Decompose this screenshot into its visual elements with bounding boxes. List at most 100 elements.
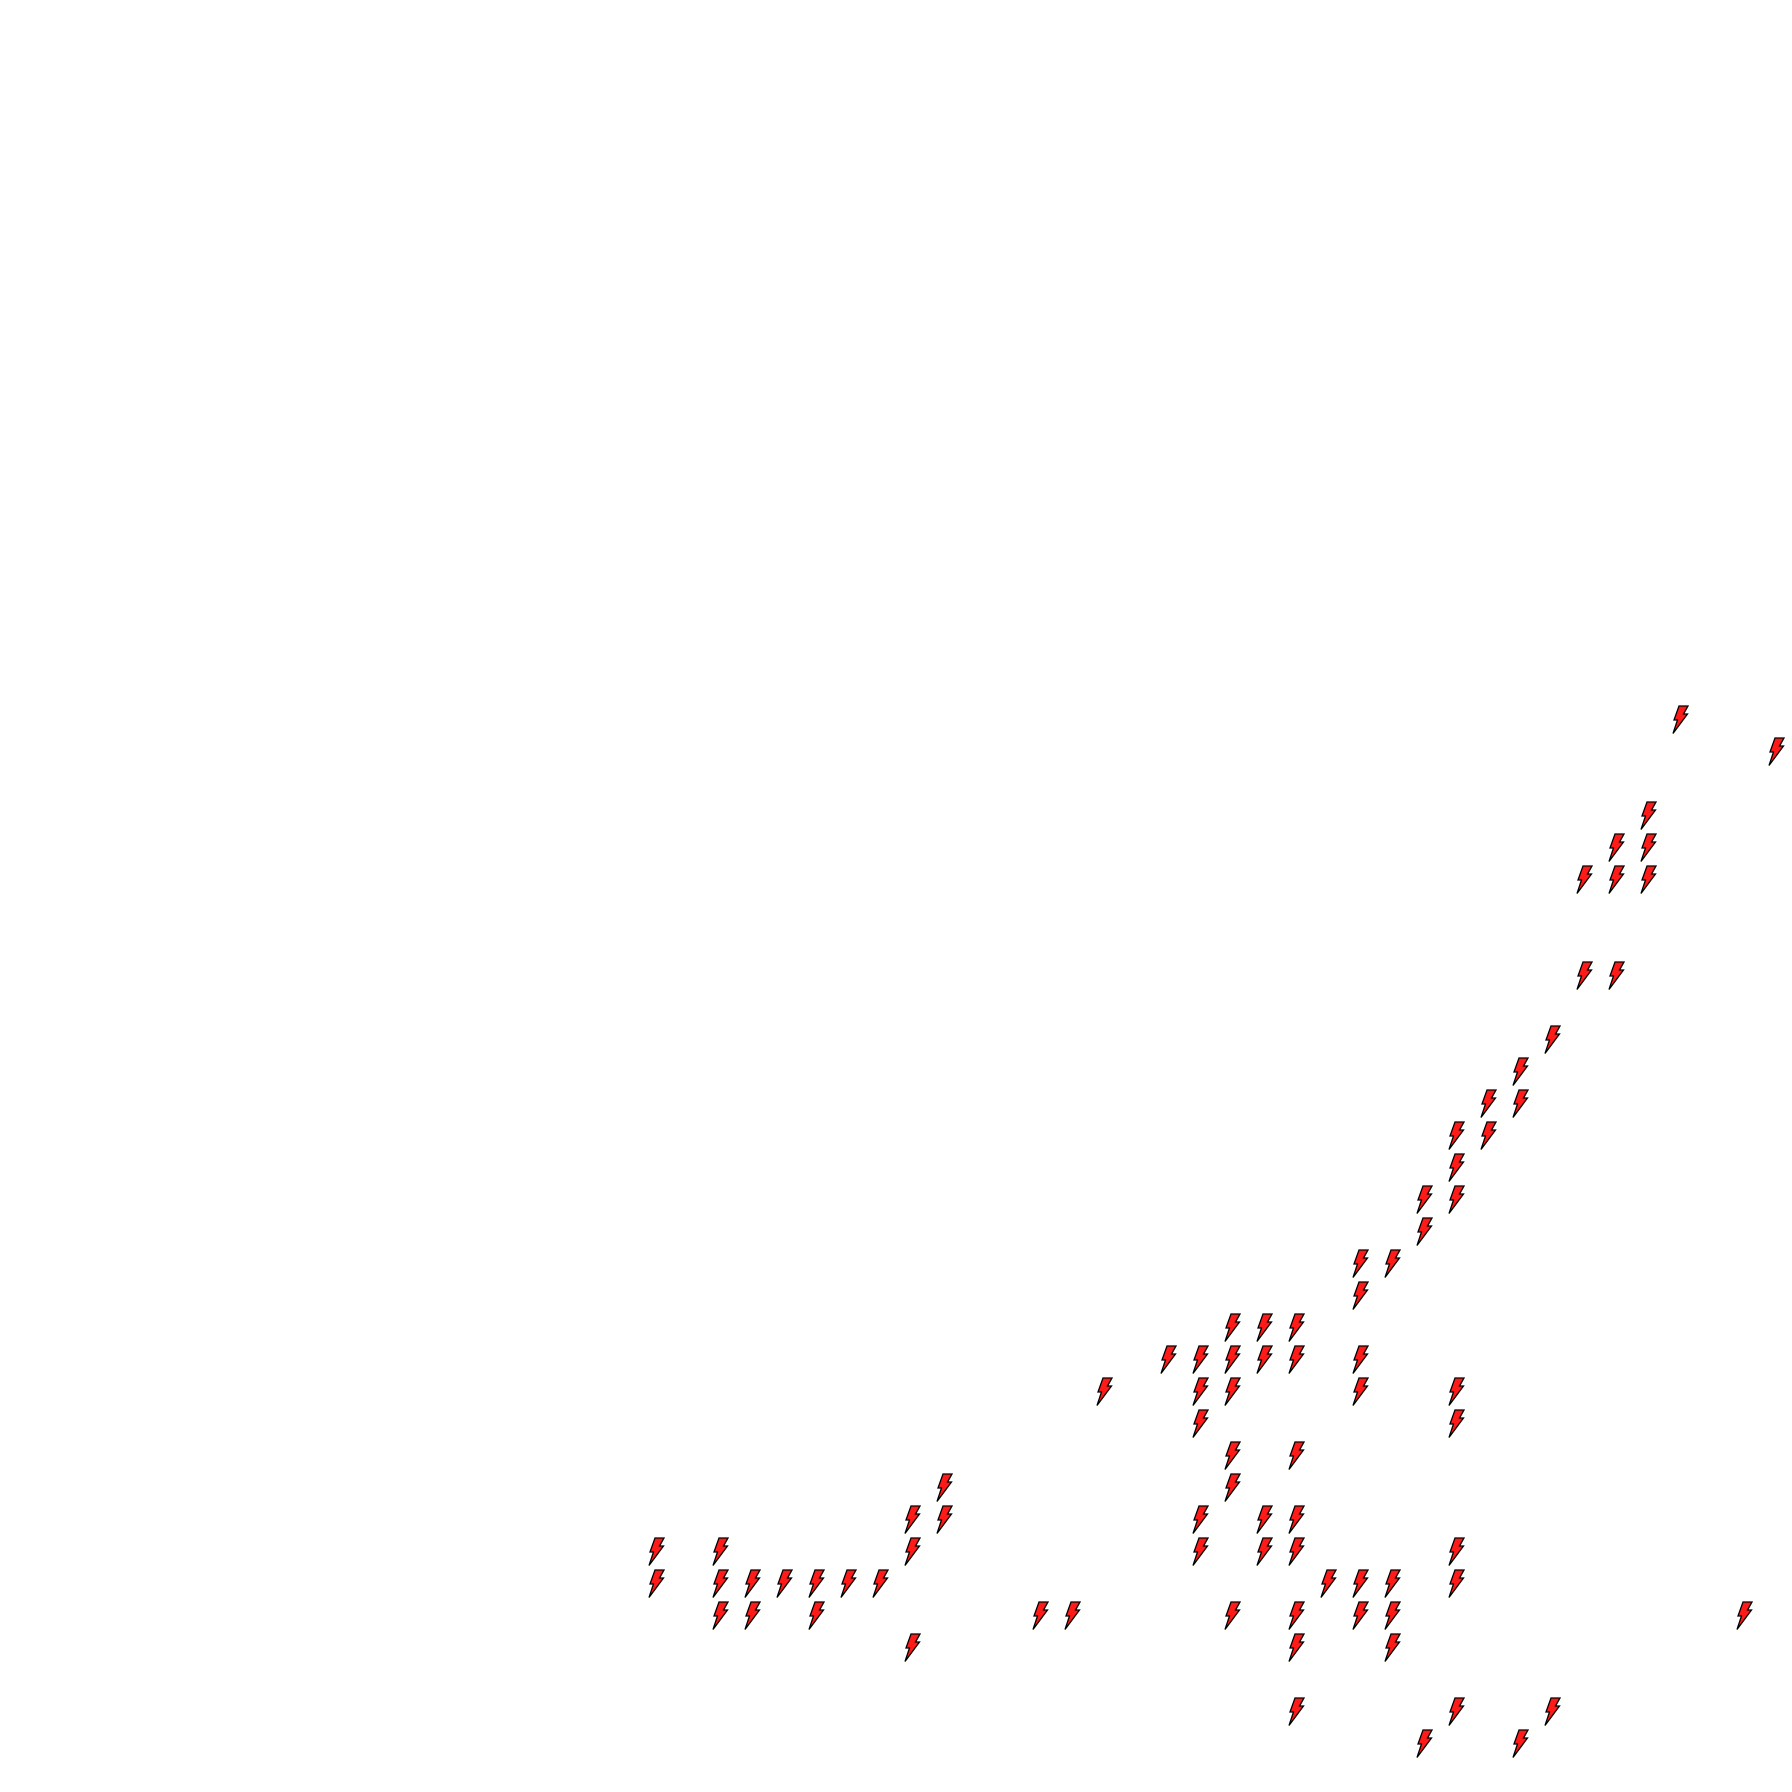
lightning-marker[interactable] [1415, 1217, 1434, 1247]
lightning-marker[interactable] [1223, 1441, 1242, 1471]
lightning-marker[interactable] [871, 1569, 890, 1599]
lightning-marker[interactable] [1447, 1153, 1466, 1183]
lightning-marker[interactable] [1543, 1025, 1562, 1055]
lightning-marker[interactable] [1287, 1601, 1306, 1631]
lightning-bolt-icon [1288, 1441, 1306, 1470]
lightning-marker[interactable] [1351, 1601, 1370, 1631]
lightning-bolt-icon [1448, 1569, 1466, 1598]
lightning-marker[interactable] [1191, 1409, 1210, 1439]
lightning-marker[interactable] [743, 1569, 762, 1599]
lightning-marker[interactable] [1287, 1633, 1306, 1663]
lightning-marker[interactable] [1191, 1537, 1210, 1567]
lightning-bolt-icon [1544, 1697, 1562, 1726]
lightning-marker[interactable] [1351, 1281, 1370, 1311]
lightning-marker[interactable] [1223, 1313, 1242, 1343]
lightning-marker[interactable] [903, 1537, 922, 1567]
lightning-bolt-icon [744, 1569, 762, 1598]
lightning-marker[interactable] [1159, 1345, 1178, 1375]
lightning-marker[interactable] [1191, 1345, 1210, 1375]
lightning-marker[interactable] [647, 1569, 666, 1599]
lightning-bolt-icon [648, 1569, 666, 1598]
lightning-marker[interactable] [1447, 1697, 1466, 1727]
lightning-marker[interactable] [775, 1569, 794, 1599]
lightning-marker[interactable] [1479, 1121, 1498, 1151]
lightning-marker[interactable] [1447, 1537, 1466, 1567]
lightning-bolt-icon [1288, 1601, 1306, 1630]
lightning-marker[interactable] [1031, 1601, 1050, 1631]
lightning-marker[interactable] [1351, 1249, 1370, 1279]
lightning-bolt-icon [1224, 1345, 1242, 1374]
lightning-marker[interactable] [1255, 1505, 1274, 1535]
lightning-marker[interactable] [1287, 1441, 1306, 1471]
lightning-marker[interactable] [1447, 1569, 1466, 1599]
lightning-marker[interactable] [647, 1537, 666, 1567]
lightning-marker[interactable] [807, 1569, 826, 1599]
lightning-marker[interactable] [1639, 865, 1658, 895]
lightning-bolt-icon [1448, 1537, 1466, 1566]
lightning-marker[interactable] [1543, 1697, 1562, 1727]
lightning-marker[interactable] [1447, 1377, 1466, 1407]
lightning-bolt-icon [1672, 705, 1690, 734]
lightning-marker[interactable] [1319, 1569, 1338, 1599]
lightning-marker[interactable] [1223, 1377, 1242, 1407]
lightning-marker[interactable] [1287, 1537, 1306, 1567]
lightning-marker[interactable] [1607, 833, 1626, 863]
lightning-bolt-icon [1352, 1345, 1370, 1374]
lightning-bolt-icon [1512, 1057, 1530, 1086]
lightning-marker[interactable] [1639, 833, 1658, 863]
lightning-marker[interactable] [1351, 1377, 1370, 1407]
lightning-marker[interactable] [1415, 1185, 1434, 1215]
lightning-marker[interactable] [839, 1569, 858, 1599]
lightning-marker[interactable] [935, 1505, 954, 1535]
lightning-marker[interactable] [1671, 705, 1690, 735]
lightning-marker[interactable] [1479, 1089, 1498, 1119]
lightning-marker[interactable] [1255, 1537, 1274, 1567]
lightning-marker[interactable] [1447, 1185, 1466, 1215]
lightning-marker[interactable] [1383, 1569, 1402, 1599]
lightning-marker[interactable] [1607, 865, 1626, 895]
lightning-marker[interactable] [1415, 1729, 1434, 1759]
lightning-marker[interactable] [1223, 1345, 1242, 1375]
lightning-marker[interactable] [1287, 1313, 1306, 1343]
lightning-marker[interactable] [1191, 1505, 1210, 1535]
lightning-marker[interactable] [1095, 1377, 1114, 1407]
lightning-marker[interactable] [1607, 961, 1626, 991]
lightning-bolt-icon [1512, 1729, 1530, 1758]
lightning-marker[interactable] [1511, 1057, 1530, 1087]
lightning-marker[interactable] [1575, 961, 1594, 991]
lightning-marker[interactable] [1511, 1729, 1530, 1759]
lightning-marker[interactable] [1287, 1345, 1306, 1375]
lightning-marker[interactable] [1351, 1569, 1370, 1599]
lightning-marker[interactable] [1383, 1249, 1402, 1279]
lightning-marker[interactable] [1223, 1601, 1242, 1631]
lightning-bolt-icon [1448, 1121, 1466, 1150]
lightning-bolt-icon [904, 1505, 922, 1534]
lightning-marker[interactable] [903, 1505, 922, 1535]
lightning-marker[interactable] [1255, 1313, 1274, 1343]
lightning-marker[interactable] [1351, 1345, 1370, 1375]
lightning-marker[interactable] [807, 1601, 826, 1631]
lightning-marker[interactable] [1191, 1377, 1210, 1407]
lightning-marker[interactable] [1639, 801, 1658, 831]
lightning-marker[interactable] [1447, 1409, 1466, 1439]
lightning-marker[interactable] [711, 1537, 730, 1567]
lightning-marker[interactable] [1735, 1601, 1754, 1631]
lightning-marker[interactable] [711, 1601, 730, 1631]
lightning-marker[interactable] [1767, 737, 1786, 767]
lightning-marker[interactable] [711, 1569, 730, 1599]
lightning-bolt-icon [872, 1569, 890, 1598]
lightning-marker[interactable] [1255, 1345, 1274, 1375]
lightning-marker[interactable] [1383, 1633, 1402, 1663]
lightning-marker[interactable] [1287, 1505, 1306, 1535]
lightning-marker[interactable] [935, 1473, 954, 1503]
lightning-marker[interactable] [903, 1633, 922, 1663]
lightning-marker[interactable] [1287, 1697, 1306, 1727]
lightning-marker[interactable] [1223, 1473, 1242, 1503]
lightning-marker[interactable] [743, 1601, 762, 1631]
lightning-marker[interactable] [1575, 865, 1594, 895]
lightning-marker[interactable] [1511, 1089, 1530, 1119]
lightning-marker[interactable] [1383, 1601, 1402, 1631]
lightning-marker[interactable] [1447, 1121, 1466, 1151]
lightning-marker[interactable] [1063, 1601, 1082, 1631]
